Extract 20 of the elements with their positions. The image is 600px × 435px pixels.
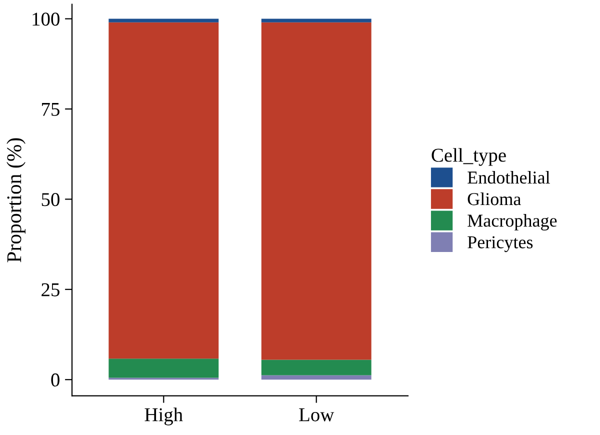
bar — [261, 375, 372, 380]
bar — [261, 360, 372, 376]
legend-label: Pericytes — [468, 236, 533, 252]
y-tick-label: 50 — [42, 193, 60, 206]
y-tick-label: 0 — [51, 373, 60, 387]
y-axis-title: Proportion (%) — [6, 138, 26, 262]
legend-label: Macrophage — [468, 214, 557, 230]
bar — [261, 22, 372, 360]
bar — [108, 358, 219, 378]
bar — [261, 18, 372, 22]
bar — [108, 18, 219, 22]
legend-label: Glioma — [468, 192, 521, 206]
bar — [108, 22, 219, 359]
y-tick-label: 75 — [42, 103, 60, 116]
x-tick-label: Low — [299, 408, 334, 422]
y-tick-label: 100 — [32, 12, 60, 26]
legend-title: Cell_type — [432, 148, 506, 166]
y-tick-label: 25 — [42, 283, 60, 296]
x-tick-label: High — [144, 408, 183, 426]
legend-label: Endothelial — [468, 170, 550, 184]
